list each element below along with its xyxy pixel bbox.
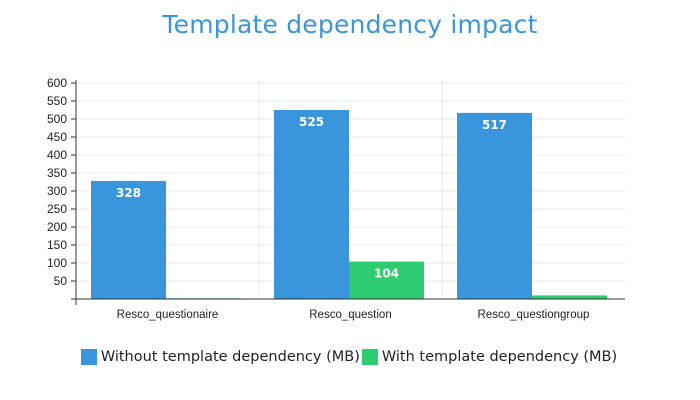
- y-tick-label: 50: [54, 274, 68, 288]
- y-tick-label: 300: [47, 184, 67, 198]
- y-tick-label: 450: [47, 130, 67, 144]
- y-tick-label: 200: [47, 220, 67, 234]
- y-tick-label: 150: [47, 238, 67, 252]
- bar-without-0[interactable]: [91, 180, 166, 299]
- y-tick-label: 250: [47, 202, 67, 216]
- y-tick-label: 500: [47, 112, 67, 126]
- y-tick-label: 100: [47, 256, 67, 270]
- data-label: 517: [482, 118, 507, 132]
- legend-label-without-dependency: Without template dependency (MB): [100, 349, 360, 365]
- bar-without-1[interactable]: [274, 110, 349, 299]
- bar-with-2[interactable]: [532, 295, 607, 299]
- y-tick-label: 550: [47, 94, 67, 108]
- bar-without-2[interactable]: [457, 112, 532, 299]
- legend-item-with-dependency[interactable]: With template dependency (MB): [361, 349, 618, 365]
- data-label: 104: [374, 267, 399, 281]
- legend-item-without-dependency[interactable]: Without template dependency (MB): [80, 349, 360, 365]
- legend-swatch-with-dependency: [361, 349, 378, 365]
- data-label: 525: [299, 115, 324, 129]
- legend: Without template dependency (MB) With te…: [0, 349, 700, 365]
- x-tick-label: Resco_questiongroup: [478, 309, 590, 321]
- legend-label-with-dependency: With template dependency (MB): [381, 349, 618, 365]
- y-tick-label: 600: [47, 76, 67, 90]
- bar-with-1[interactable]: [349, 261, 424, 299]
- y-tick-label: 350: [47, 166, 67, 180]
- x-tick-label: Resco_question: [309, 309, 391, 321]
- x-tick-label: Resco_questionaire: [117, 309, 219, 321]
- legend-swatch-without-dependency: [80, 349, 97, 365]
- y-tick-label: 400: [47, 148, 67, 162]
- chart-title: Template dependency impact: [162, 10, 538, 39]
- data-label: 328: [116, 186, 141, 200]
